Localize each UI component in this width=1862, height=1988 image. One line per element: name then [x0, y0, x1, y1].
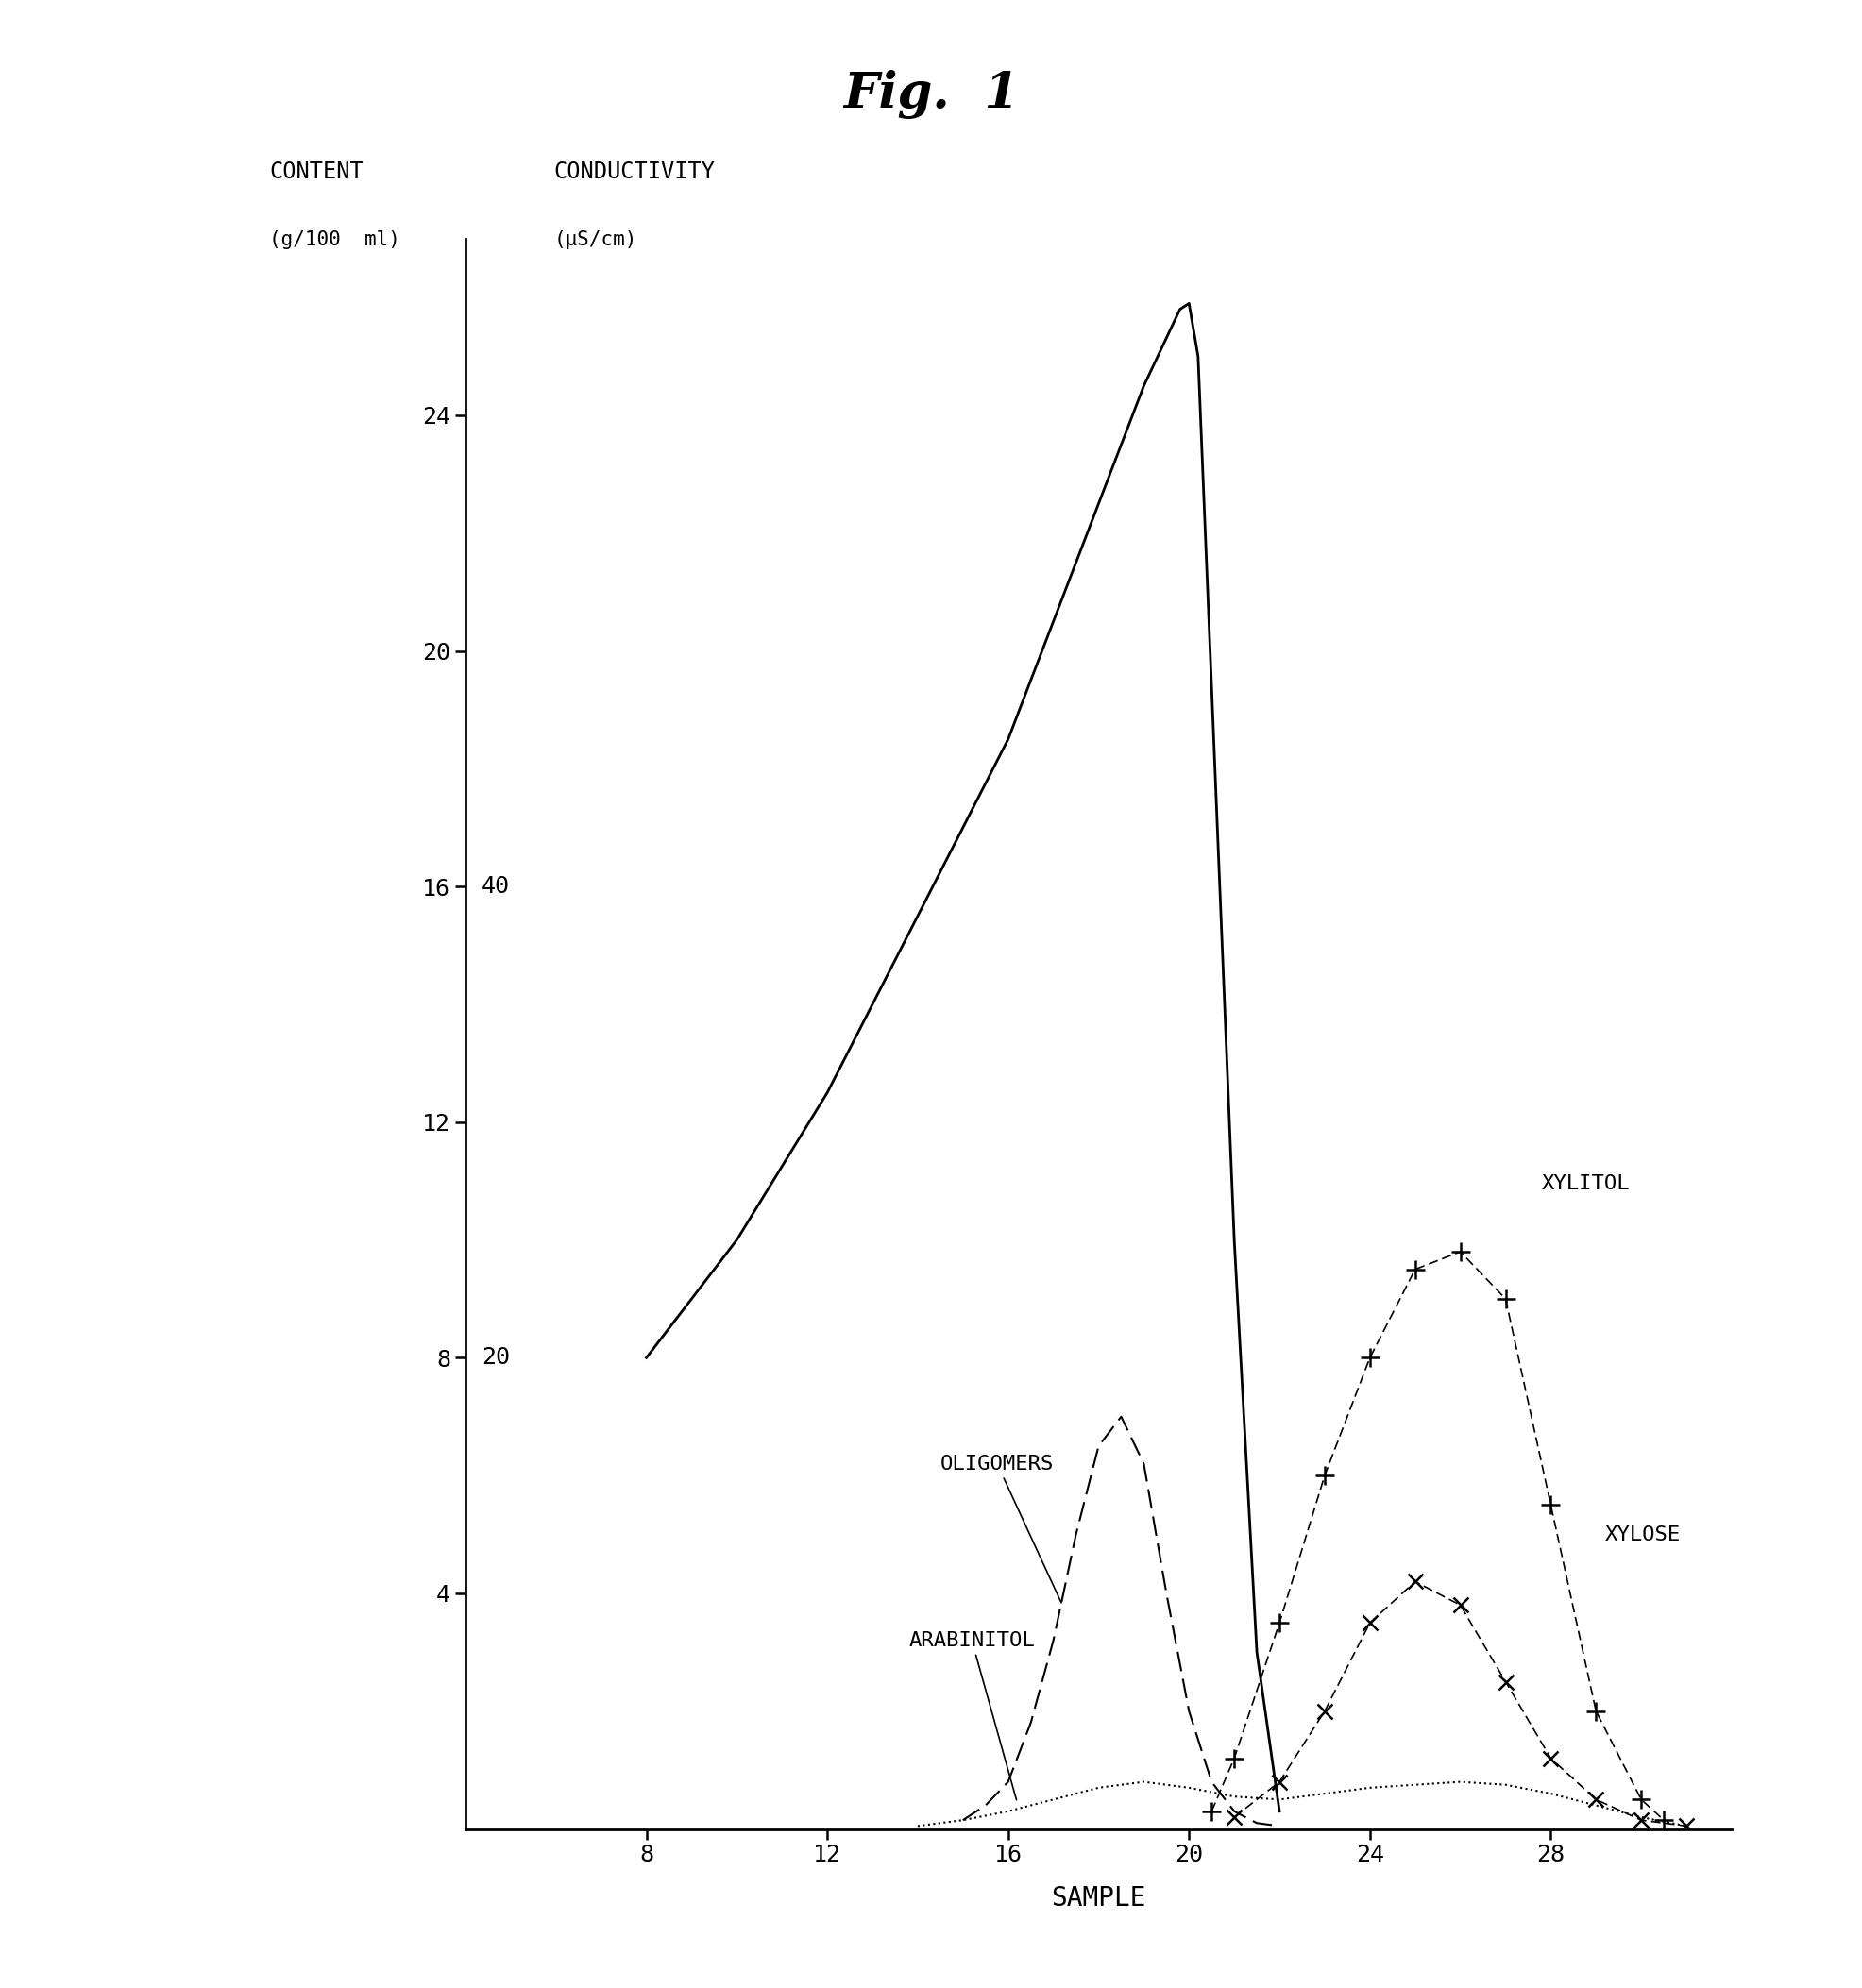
Text: 40: 40 — [480, 875, 510, 899]
Text: XYLOSE: XYLOSE — [1605, 1525, 1681, 1545]
Text: (g/100  ml): (g/100 ml) — [270, 231, 400, 248]
Text: 20: 20 — [480, 1346, 510, 1370]
Text: Fig.  1: Fig. 1 — [843, 70, 1019, 119]
Text: OLIGOMERS: OLIGOMERS — [940, 1455, 1061, 1602]
Text: CONTENT: CONTENT — [270, 161, 363, 183]
Text: (μS/cm): (μS/cm) — [555, 231, 637, 248]
X-axis label: SAMPLE: SAMPLE — [1052, 1885, 1145, 1912]
Text: XYLITOL: XYLITOL — [1542, 1175, 1629, 1193]
Text: ARABINITOL: ARABINITOL — [909, 1630, 1035, 1799]
Text: CONDUCTIVITY: CONDUCTIVITY — [555, 161, 715, 183]
